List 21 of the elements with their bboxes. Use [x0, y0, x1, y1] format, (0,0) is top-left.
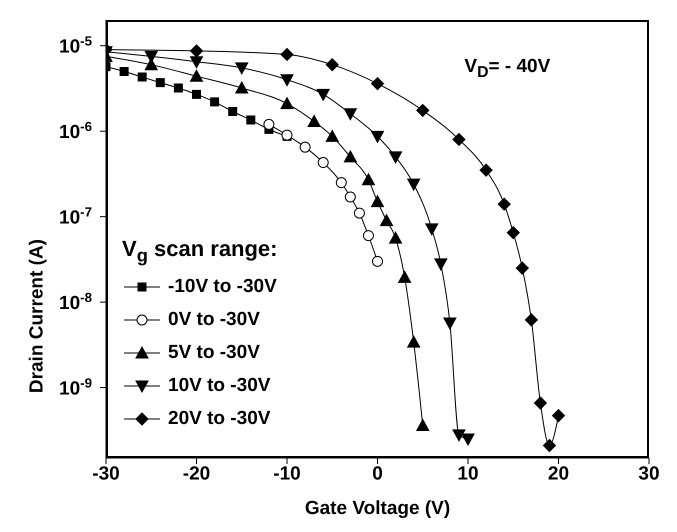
x-tick-label: -20 — [182, 463, 210, 484]
x-tick-label: 30 — [638, 463, 660, 484]
x-tick-label: -10 — [273, 463, 301, 484]
legend-label: 20V to -30V — [168, 408, 270, 430]
legend-title: V$_{g}$ scan range: — [122, 236, 278, 266]
y-tick-label: 10$^{-7}$ — [59, 204, 92, 229]
x-tick-label: 0 — [372, 463, 383, 484]
x-tick-label: -30 — [92, 463, 120, 484]
y-tick-label: 10$^{-5}$ — [59, 33, 93, 58]
y-tick-label: 10$^{-8}$ — [59, 290, 92, 314]
annotation: V$_{D}$= - 40V — [464, 56, 550, 81]
x-tick-label: 10 — [457, 463, 479, 484]
legend-label: 10V to -30V — [168, 374, 270, 397]
y-tick-label: 10$^{-9}$ — [59, 375, 92, 400]
y-tick-label: 10$^{-6}$ — [59, 118, 92, 144]
legend-label: -10V to -30V — [168, 276, 277, 298]
legend-label: 0V to -30V — [168, 308, 260, 331]
y-axis-title: Drain Current (A) — [26, 239, 48, 394]
x-tick-label: 20 — [548, 463, 570, 484]
legend-label: 5V to -30V — [168, 342, 260, 364]
x-axis-title: Gate Voltage (V) — [304, 498, 450, 519]
